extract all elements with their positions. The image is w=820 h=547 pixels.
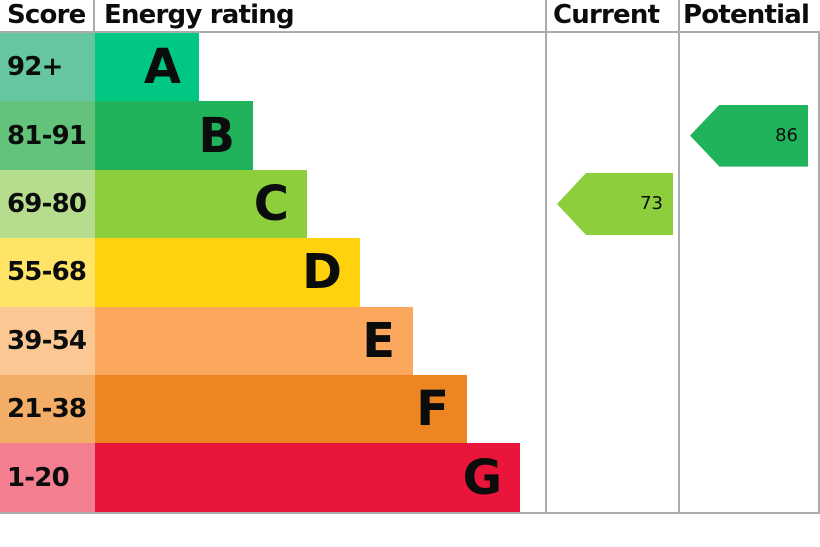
rating-bar-track-a: A	[95, 33, 545, 102]
rating-bar-track-b: B	[95, 101, 545, 170]
rating-letter-d: D	[302, 244, 342, 301]
current-rating-arrow: 73	[557, 172, 673, 235]
potential-cell-c	[678, 169, 820, 239]
band-row-d: 55-68 D	[0, 238, 820, 307]
header-current: Current	[545, 0, 678, 31]
rating-bar-f: F	[95, 374, 467, 444]
potential-rating-arrow: 86	[690, 104, 808, 167]
rating-bar-d: D	[95, 238, 360, 307]
current-cell-e	[545, 306, 678, 375]
score-range-b: 81-91	[0, 101, 95, 170]
current-cell-f	[545, 374, 678, 444]
rating-bar-e: E	[95, 306, 413, 375]
current-cell-c: 73	[545, 169, 678, 239]
band-row-b: 81-91 B 86	[0, 101, 820, 170]
score-range-g: 1-20	[0, 443, 95, 512]
potential-cell-a	[678, 33, 820, 102]
rating-bar-track-g: G	[95, 443, 545, 512]
rating-letter-c: C	[253, 175, 289, 232]
epc-header-row: Score Energy rating Current Potential	[0, 0, 820, 33]
band-row-a: 92+ A	[0, 33, 820, 102]
band-row-g: 1-20 G	[0, 443, 820, 512]
score-range-d: 55-68	[0, 238, 95, 307]
band-row-f: 21-38 F	[0, 374, 820, 444]
band-row-c: 69-80 C 73	[0, 169, 820, 239]
rating-bar-track-f: F	[95, 374, 545, 444]
rating-letter-e: E	[362, 312, 395, 369]
rating-bar-track-d: D	[95, 238, 545, 307]
header-energy-rating: Energy rating	[104, 0, 295, 30]
score-range-f: 21-38	[0, 374, 95, 444]
current-cell-a	[545, 33, 678, 102]
epc-bands: 92+ A 81-91 B 86 69-80 C 73 55-68 D 39-54 E 21-38 F 1-…	[0, 33, 820, 514]
score-range-c: 69-80	[0, 169, 95, 239]
header-potential: Potential	[678, 0, 820, 31]
rating-letter-a: A	[143, 39, 181, 96]
potential-cell-f	[678, 374, 820, 444]
current-cell-b	[545, 101, 678, 170]
header-score: Score	[0, 0, 95, 31]
rating-bar-c: C	[95, 169, 307, 239]
rating-bar-track-c: C	[95, 169, 545, 239]
rating-bar-a: A	[95, 33, 199, 102]
current-cell-g	[545, 443, 678, 512]
score-range-e: 39-54	[0, 306, 95, 375]
current-cell-d	[545, 238, 678, 307]
potential-cell-b: 86	[678, 101, 820, 170]
rating-letter-b: B	[198, 107, 235, 164]
rating-letter-f: F	[416, 381, 449, 438]
rating-bar-g: G	[95, 443, 520, 512]
band-row-e: 39-54 E	[0, 306, 820, 375]
potential-cell-g	[678, 443, 820, 512]
score-range-a: 92+	[0, 33, 95, 102]
rating-letter-g: G	[462, 449, 502, 506]
potential-cell-e	[678, 306, 820, 375]
potential-cell-d	[678, 238, 820, 307]
rating-bar-track-e: E	[95, 306, 545, 375]
rating-bar-b: B	[95, 101, 253, 170]
